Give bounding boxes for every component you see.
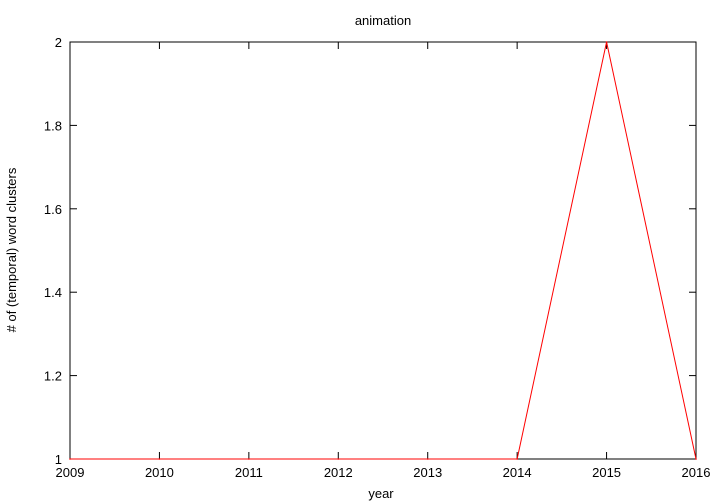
series-line-0 — [70, 41, 697, 460]
y-axis-label: # of (temporal) word clusters — [4, 167, 19, 332]
y-ticks: 1 1.2 1.4 1.6 1.8 2 — [44, 35, 696, 467]
data-point — [516, 458, 518, 460]
x-tick-label: 2013 — [413, 465, 442, 480]
data-point — [69, 458, 71, 460]
x-tick-label: 2009 — [56, 465, 85, 480]
x-tick-label: 2012 — [324, 465, 353, 480]
chart-title: animation — [355, 13, 411, 28]
plot-frame — [69, 41, 697, 460]
x-tick-label: 2016 — [682, 465, 711, 480]
x-tick-label: 2015 — [592, 465, 621, 480]
y-tick-label: 1.2 — [44, 369, 62, 384]
y-tick-label: 2 — [55, 35, 62, 50]
data-point — [426, 458, 429, 460]
x-tick-label: 2010 — [145, 465, 174, 480]
data-point — [337, 458, 340, 460]
data-point — [695, 458, 697, 460]
x-tick-label: 2011 — [235, 465, 263, 480]
y-tick-label: 1.8 — [44, 118, 62, 133]
y-tick-label: 1.6 — [44, 202, 62, 217]
x-ticks: 2009 2010 2011 2012 2013 2014 2015 2016 — [56, 42, 711, 480]
data-point — [248, 458, 250, 460]
x-axis-label: year — [368, 486, 394, 501]
series-layer — [69, 41, 697, 460]
y-tick-label: 1 — [55, 452, 62, 467]
y-tick-label: 1.4 — [44, 285, 62, 300]
x-tick-label: 2014 — [503, 465, 532, 480]
data-point — [158, 458, 161, 460]
data-point — [605, 41, 608, 43]
